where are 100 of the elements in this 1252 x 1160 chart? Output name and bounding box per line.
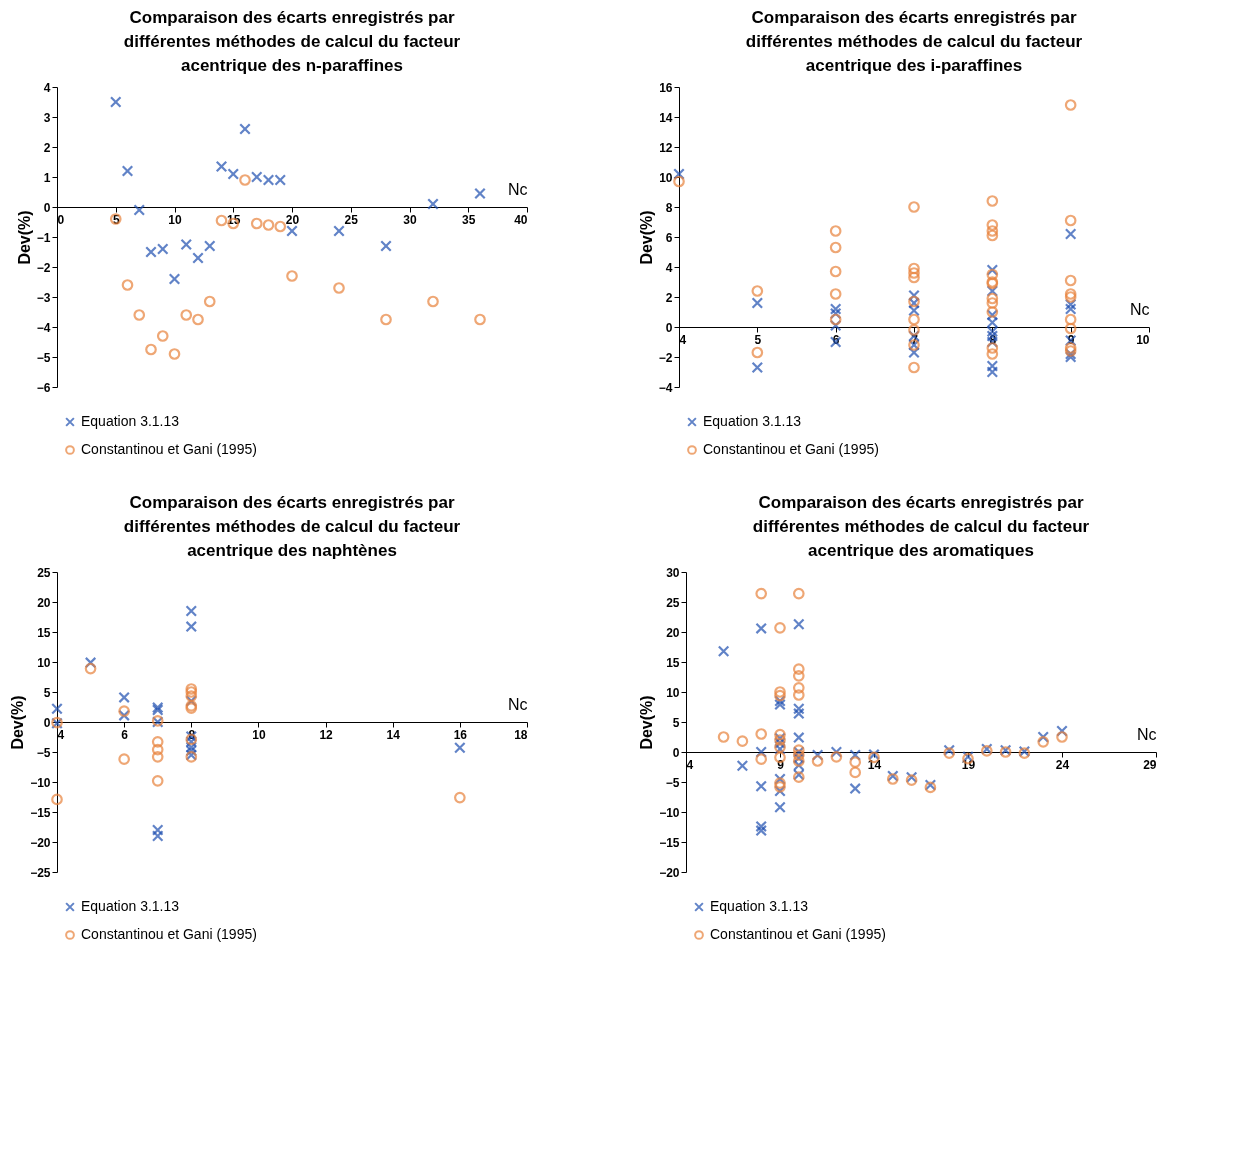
y-tick-label: 4 xyxy=(43,80,51,95)
point xyxy=(454,791,466,804)
y-tick-label: −15 xyxy=(659,835,680,850)
legend-label: Equation 3.1.13 xyxy=(710,898,809,914)
point xyxy=(774,773,786,785)
point xyxy=(792,663,805,676)
point xyxy=(168,273,181,285)
point xyxy=(192,252,204,264)
point xyxy=(792,669,805,682)
y-tick-label: 0 xyxy=(665,320,673,335)
point xyxy=(829,307,842,320)
point xyxy=(908,313,920,326)
point xyxy=(736,759,749,772)
point xyxy=(986,348,999,360)
point xyxy=(717,645,730,658)
y-tick-label: 25 xyxy=(666,595,680,610)
y-tick-label: −5 xyxy=(36,745,51,760)
point xyxy=(792,618,805,631)
legend-label: Constantinou et Gani (1995) xyxy=(81,441,257,457)
point xyxy=(792,759,805,772)
y-tick-label: 0 xyxy=(672,745,680,760)
point xyxy=(168,348,181,360)
y-tick-label: 12 xyxy=(659,140,673,155)
y-tick-label: 10 xyxy=(37,655,51,670)
y-tick-label: −5 xyxy=(665,775,680,790)
chart-title: Comparaison des écarts enregistrés par différentes méthodes de calcul du facteur acentrique des i-paraffines xyxy=(745,8,1083,75)
point xyxy=(474,313,486,326)
point xyxy=(908,304,920,317)
y-axis-title: Dev(%) xyxy=(638,695,656,750)
point xyxy=(849,766,862,779)
y-tick-label: −25 xyxy=(30,865,51,880)
y-tick-label: 16 xyxy=(659,80,673,95)
x-axis-title: Nc xyxy=(507,180,528,198)
point xyxy=(717,731,730,743)
y-tick-label: 2 xyxy=(665,290,673,305)
point xyxy=(792,587,805,600)
x-tick-label: 10 xyxy=(1136,332,1150,347)
point xyxy=(118,709,130,722)
point xyxy=(774,695,786,707)
point xyxy=(121,165,134,177)
point xyxy=(474,187,486,200)
x-tick-label: 40 xyxy=(514,212,528,227)
x-tick-label: 16 xyxy=(453,727,468,742)
point xyxy=(427,198,439,210)
point xyxy=(454,741,466,754)
x-tick-label: 20 xyxy=(285,212,300,227)
point xyxy=(755,820,768,833)
point xyxy=(986,219,999,231)
point xyxy=(118,753,130,766)
point xyxy=(986,316,999,329)
point xyxy=(239,123,251,135)
point xyxy=(774,785,786,797)
x-axis-title: Nc xyxy=(1136,725,1157,743)
point xyxy=(986,264,999,276)
y-tick-label: −20 xyxy=(659,865,680,880)
point xyxy=(908,262,920,275)
y-tick-label: 0 xyxy=(43,715,51,730)
point xyxy=(751,346,764,359)
point xyxy=(1064,298,1077,311)
x-tick-label: 19 xyxy=(961,757,976,772)
point xyxy=(908,267,920,279)
x-tick-label: 10 xyxy=(252,727,266,742)
y-tick-label: 30 xyxy=(666,565,680,580)
point xyxy=(986,229,999,242)
chart-title: Comparaison des écarts enregistrés par différentes méthodes de calcul du facteur acentrique des naphtènes xyxy=(123,493,461,560)
point xyxy=(380,313,392,326)
x-tick-label: 30 xyxy=(403,212,417,227)
point xyxy=(811,749,824,761)
point xyxy=(262,219,275,231)
point xyxy=(151,824,164,836)
point xyxy=(156,330,169,342)
point xyxy=(829,313,842,326)
y-tick-label: 5 xyxy=(672,715,680,730)
y-tick-label: −4 xyxy=(36,320,51,335)
point xyxy=(1037,731,1050,743)
y-axis-title: Dev(%) xyxy=(9,695,27,750)
legend-label: Constantinou et Gani (1995) xyxy=(81,926,257,942)
point xyxy=(151,743,164,756)
point xyxy=(755,824,768,837)
point xyxy=(151,830,164,842)
point xyxy=(145,343,157,356)
point xyxy=(830,746,843,758)
point xyxy=(774,686,786,698)
legend-label: Equation 3.1.13 xyxy=(81,898,180,914)
point xyxy=(849,756,862,769)
point xyxy=(908,324,920,336)
x-tick-label: 9 xyxy=(777,757,785,772)
legend-label: Equation 3.1.13 xyxy=(703,413,802,429)
y-tick-label: 25 xyxy=(37,565,51,580)
point xyxy=(1064,303,1077,315)
y-tick-label: 2 xyxy=(43,140,51,155)
point xyxy=(986,285,999,297)
legend-label: Equation 3.1.13 xyxy=(81,413,180,429)
point xyxy=(792,707,805,720)
point xyxy=(333,225,345,237)
point xyxy=(185,690,198,703)
point xyxy=(185,620,198,633)
x-tick-label: 29 xyxy=(1143,757,1157,772)
point xyxy=(1064,228,1077,240)
point xyxy=(811,755,824,767)
